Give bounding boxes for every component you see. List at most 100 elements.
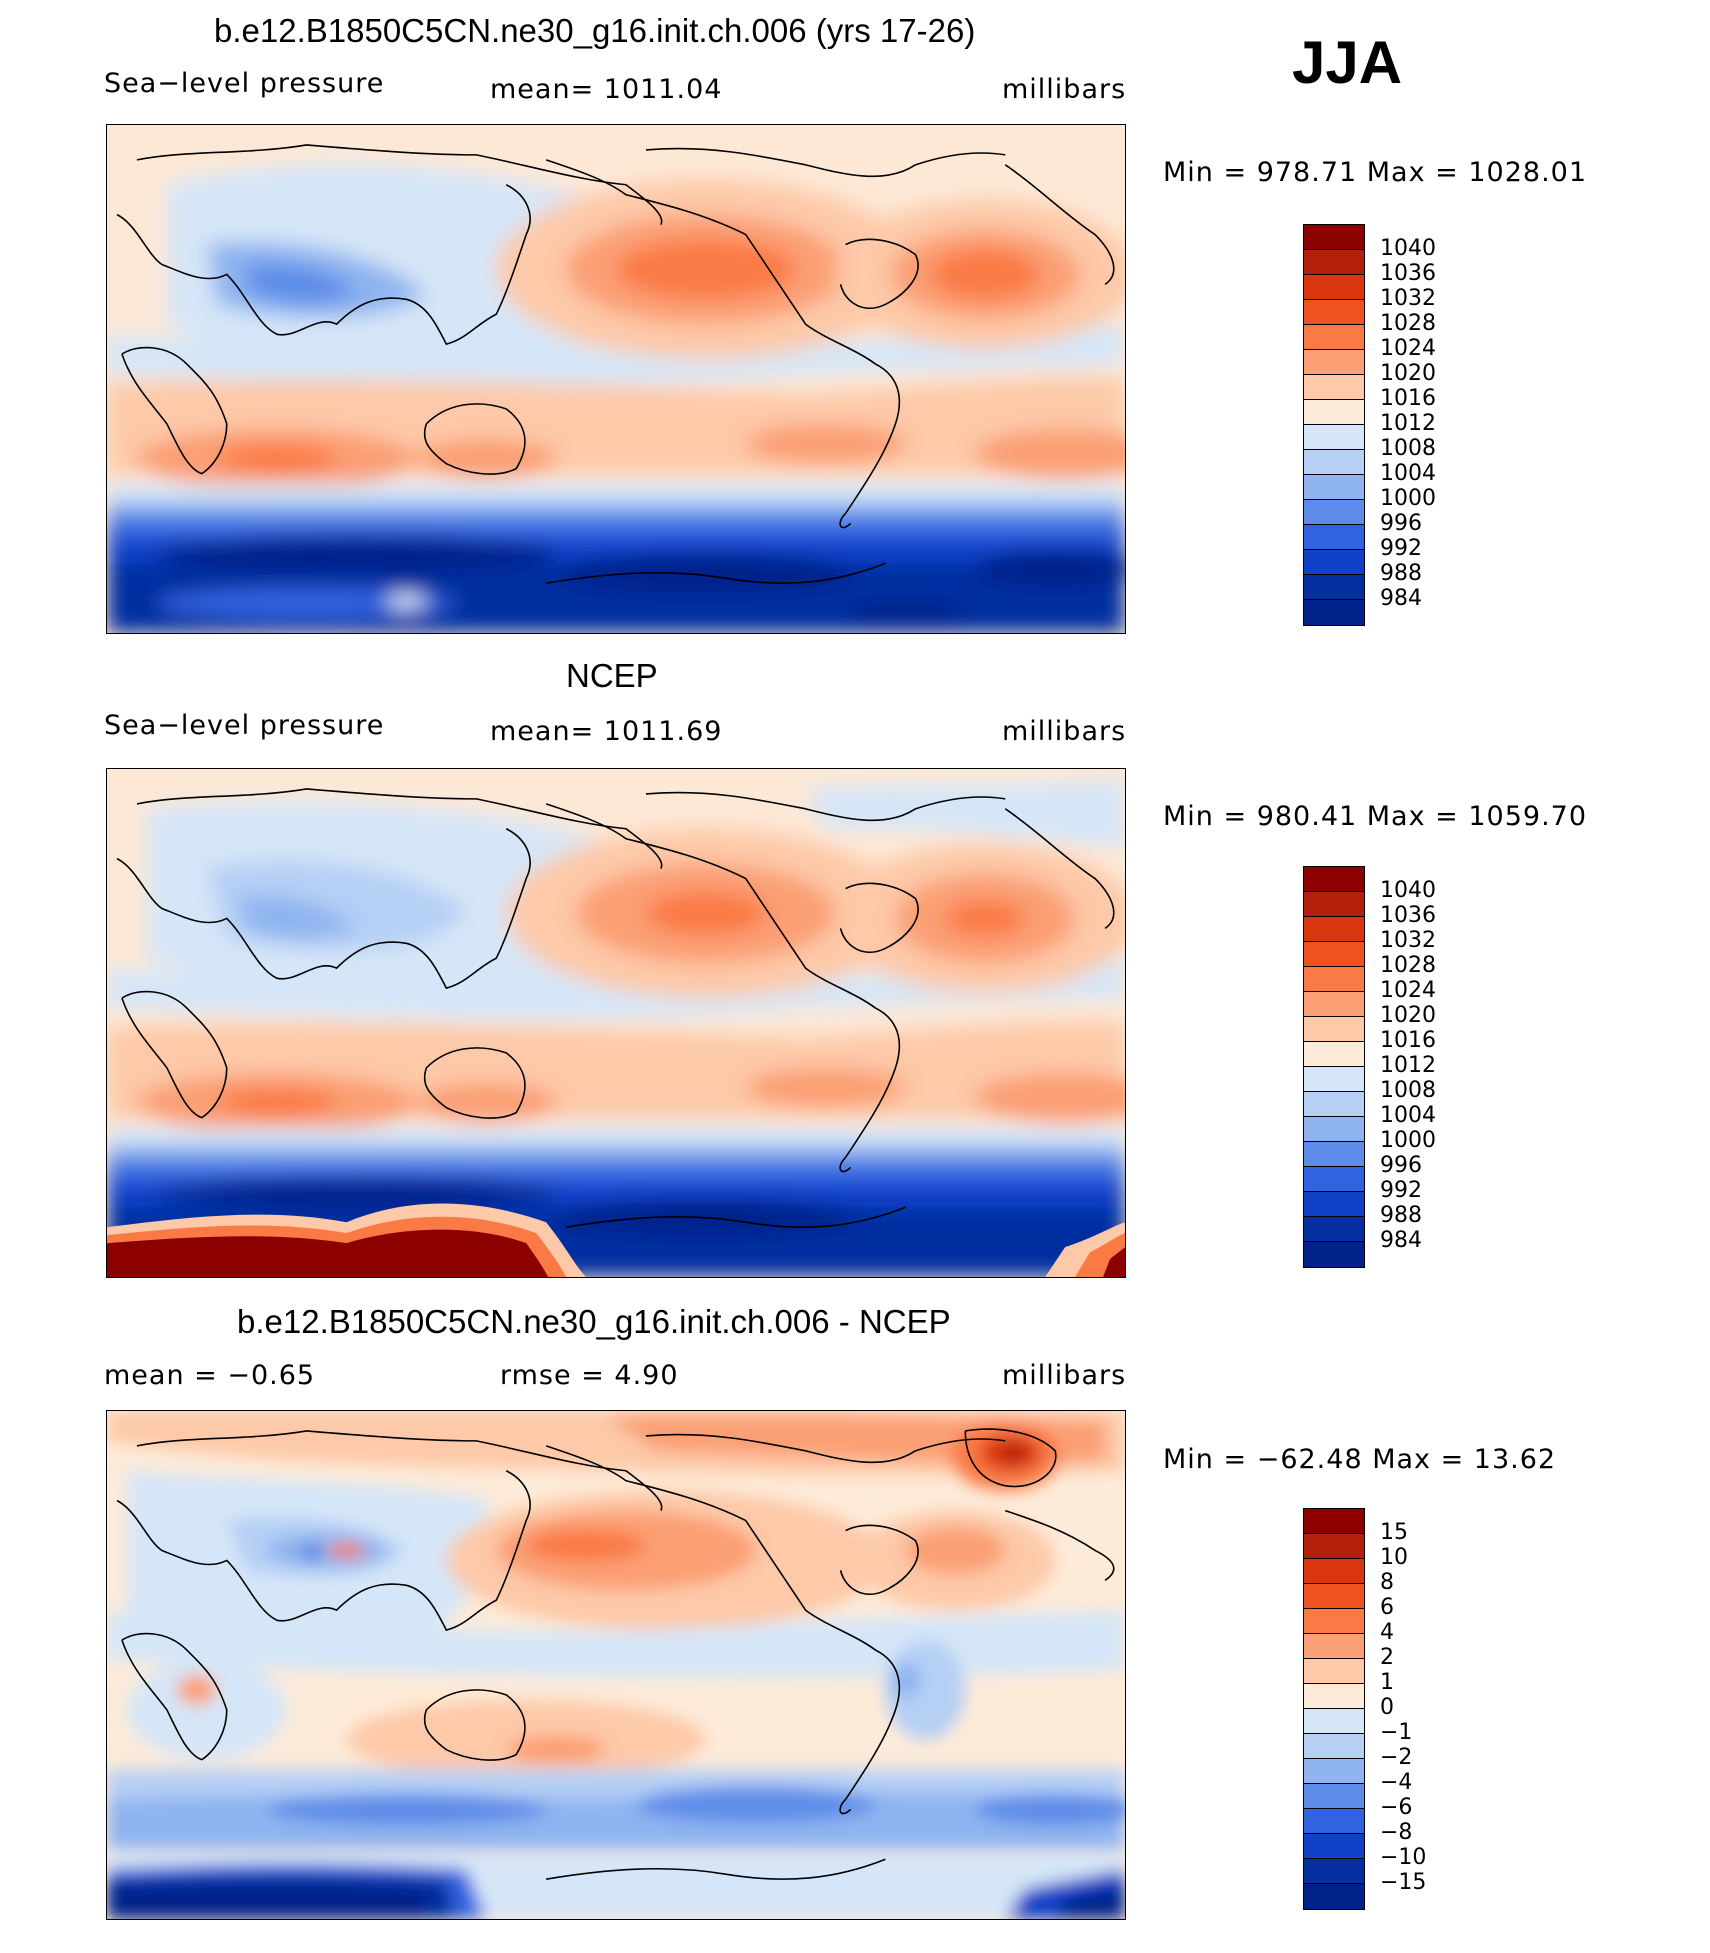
colorbar-tick-label: 1020	[1380, 361, 1436, 386]
colorbar-tick-label: 1028	[1380, 953, 1436, 978]
colorbar-swatch	[1304, 1092, 1364, 1117]
colorbar-swatch	[1304, 1559, 1364, 1584]
colorbar-tick-label: 1008	[1380, 436, 1436, 461]
panel2-mean: mean= 1011.69	[490, 716, 723, 747]
colorbar-swatch	[1304, 1242, 1364, 1267]
colorbar-swatch	[1304, 1609, 1364, 1634]
colorbar-swatch	[1304, 892, 1364, 917]
colorbar-tick-label: −10	[1380, 1845, 1427, 1870]
colorbar-swatch	[1304, 250, 1364, 275]
colorbar-swatch	[1304, 1709, 1364, 1734]
colorbar-swatch	[1304, 942, 1364, 967]
colorbar-swatch	[1304, 1217, 1364, 1242]
panel1-title: b.e12.B1850C5CN.ne30_g16.init.ch.006 (yr…	[214, 12, 976, 49]
colorbar-swatch	[1304, 1759, 1364, 1784]
colorbar-swatch	[1304, 1534, 1364, 1559]
colorbar-swatch	[1304, 400, 1364, 425]
panel1-mean: mean= 1011.04	[490, 74, 723, 105]
colorbar-swatch	[1304, 1684, 1364, 1709]
colorbar-tick-label: 992	[1380, 1178, 1422, 1203]
colorbar-tick-label: 1032	[1380, 286, 1436, 311]
colorbar-swatch	[1304, 1042, 1364, 1067]
colorbar-tick-label: 1004	[1380, 1103, 1436, 1128]
panel2-units: millibars	[1002, 716, 1127, 747]
colorbar-tick-label: 988	[1380, 1203, 1422, 1228]
colorbar-swatch	[1304, 1634, 1364, 1659]
colorbar-tick-label: 1036	[1380, 261, 1436, 286]
colorbar-swatch	[1304, 1017, 1364, 1042]
colorbar-tick-label: −6	[1380, 1795, 1413, 1820]
colorbar-tick-label: 1024	[1380, 336, 1436, 361]
panel1-units: millibars	[1002, 74, 1127, 105]
panel3-units: millibars	[1002, 1360, 1127, 1391]
colorbar-tick-label: 1032	[1380, 928, 1436, 953]
colorbar-swatch	[1304, 967, 1364, 992]
colorbar-tick-label: 15	[1380, 1520, 1408, 1545]
colorbar-swatch	[1304, 1067, 1364, 1092]
colorbar-swatch	[1304, 475, 1364, 500]
colorbar-swatch	[1304, 525, 1364, 550]
colorbar-tick-label: 1012	[1380, 1053, 1436, 1078]
colorbar-swatch	[1304, 1834, 1364, 1859]
colorbar-swatch	[1304, 350, 1364, 375]
colorbar-tick-label: 1024	[1380, 978, 1436, 1003]
colorbar-tick-label: 1000	[1380, 486, 1436, 511]
colorbar-swatch	[1304, 1659, 1364, 1684]
colorbar-tick-label: 1028	[1380, 311, 1436, 336]
colorbar-tick-label: 1	[1380, 1670, 1394, 1695]
colorbar-swatch	[1304, 425, 1364, 450]
colorbar-tick-label: 1008	[1380, 1078, 1436, 1103]
colorbar-tick-label: 6	[1380, 1595, 1394, 1620]
colorbar-swatch	[1304, 550, 1364, 575]
colorbar-tick-label: 2	[1380, 1645, 1394, 1670]
panel3-title: b.e12.B1850C5CN.ne30_g16.init.ch.006 - N…	[237, 1303, 951, 1340]
colorbar-tick-label: 996	[1380, 511, 1422, 536]
colorbar-tick-label: −8	[1380, 1820, 1413, 1845]
colorbar-tick-label: −4	[1380, 1770, 1413, 1795]
colorbar-swatch	[1304, 450, 1364, 475]
colorbar-tick-label: 10	[1380, 1545, 1408, 1570]
panel3-map	[106, 1410, 1126, 1920]
colorbar-tick-label: −15	[1380, 1870, 1427, 1895]
colorbar-tick-label: 1016	[1380, 1028, 1436, 1053]
colorbar-swatch	[1304, 1142, 1364, 1167]
panel1-colorbar	[1303, 224, 1365, 626]
colorbar-swatch	[1304, 1784, 1364, 1809]
colorbar-swatch	[1304, 600, 1364, 625]
colorbar-swatch	[1304, 1584, 1364, 1609]
colorbar-tick-label: 1016	[1380, 386, 1436, 411]
panel1-map	[106, 124, 1126, 634]
colorbar-tick-label: −1	[1380, 1720, 1413, 1745]
panel3-contour-plot	[107, 1411, 1125, 1919]
colorbar-tick-label: 1000	[1380, 1128, 1436, 1153]
panel1-contour-plot	[107, 125, 1125, 633]
season-label: JJA	[1292, 29, 1403, 96]
colorbar-swatch	[1304, 375, 1364, 400]
colorbar-tick-label: 8	[1380, 1570, 1394, 1595]
colorbar-swatch	[1304, 1192, 1364, 1217]
colorbar-swatch	[1304, 867, 1364, 892]
colorbar-swatch	[1304, 1884, 1364, 1909]
colorbar-tick-label: 1040	[1380, 878, 1436, 903]
colorbar-swatch	[1304, 1859, 1364, 1884]
panel3-minmax: Min = −62.48 Max = 13.62	[1163, 1444, 1557, 1475]
colorbar-swatch	[1304, 917, 1364, 942]
colorbar-tick-label: 0	[1380, 1695, 1394, 1720]
panel1-minmax: Min = 978.71 Max = 1028.01	[1163, 157, 1588, 188]
panel3-colorbar	[1303, 1508, 1365, 1910]
colorbar-tick-label: 988	[1380, 561, 1422, 586]
colorbar-swatch	[1304, 1734, 1364, 1759]
colorbar-tick-label: −2	[1380, 1745, 1413, 1770]
colorbar-swatch	[1304, 300, 1364, 325]
colorbar-tick-label: 1040	[1380, 236, 1436, 261]
panel3-mean: mean = −0.65	[104, 1360, 316, 1391]
colorbar-tick-label: 1036	[1380, 903, 1436, 928]
panel2-map	[106, 768, 1126, 1278]
colorbar-swatch	[1304, 500, 1364, 525]
colorbar-swatch	[1304, 992, 1364, 1017]
panel2-title: NCEP	[566, 657, 658, 694]
colorbar-tick-label: 992	[1380, 536, 1422, 561]
colorbar-tick-label: 1020	[1380, 1003, 1436, 1028]
colorbar-swatch	[1304, 1117, 1364, 1142]
colorbar-tick-label: 984	[1380, 586, 1422, 611]
